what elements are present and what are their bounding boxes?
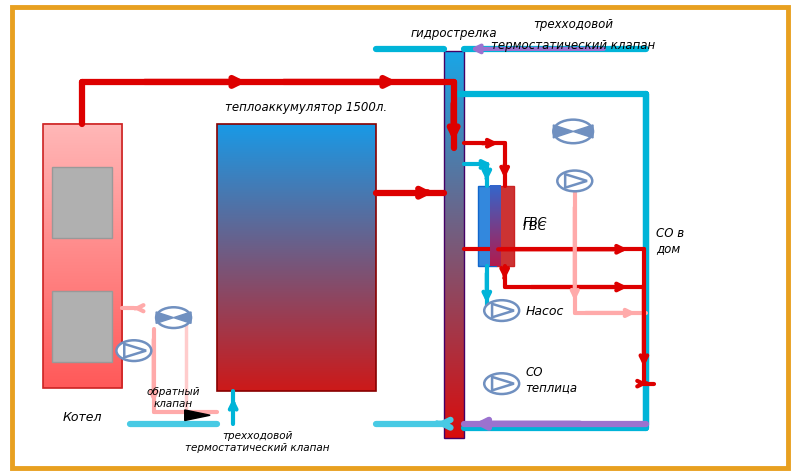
Polygon shape	[554, 126, 573, 139]
Bar	[444, 52, 463, 438]
Circle shape	[484, 300, 519, 321]
Circle shape	[116, 340, 151, 361]
Bar	[218, 125, 376, 391]
Polygon shape	[565, 175, 587, 188]
Text: гидрострелка: гидрострелка	[410, 28, 497, 40]
Text: ГВС: ГВС	[523, 216, 547, 229]
Bar	[496, 186, 514, 266]
Text: обратный
клапан: обратный клапан	[147, 386, 200, 408]
Polygon shape	[156, 312, 174, 324]
Polygon shape	[492, 304, 514, 317]
Text: Котел: Котел	[62, 410, 102, 423]
Circle shape	[554, 120, 593, 144]
Text: Насос: Насос	[526, 305, 564, 317]
Circle shape	[484, 374, 519, 394]
Circle shape	[156, 307, 191, 328]
Bar	[478, 186, 496, 266]
Bar	[42, 125, 122, 388]
Bar	[52, 167, 113, 238]
Polygon shape	[492, 377, 514, 391]
Circle shape	[558, 171, 592, 192]
Text: термостатический клапан: термостатический клапан	[491, 39, 655, 52]
Text: СО
теплица: СО теплица	[526, 365, 578, 393]
Polygon shape	[573, 126, 593, 139]
Polygon shape	[124, 344, 146, 357]
Text: трехходовой: трехходовой	[533, 18, 613, 31]
Text: теплоаккумулятор 1500л.: теплоаккумулятор 1500л.	[226, 100, 387, 113]
Polygon shape	[185, 410, 210, 421]
Bar	[52, 291, 113, 362]
Text: трехходовой
термостатический клапан: трехходовой термостатический клапан	[185, 430, 330, 452]
Text: ГВС: ГВС	[523, 220, 547, 233]
Text: СО в
дом: СО в дом	[656, 227, 684, 254]
Polygon shape	[174, 312, 191, 324]
